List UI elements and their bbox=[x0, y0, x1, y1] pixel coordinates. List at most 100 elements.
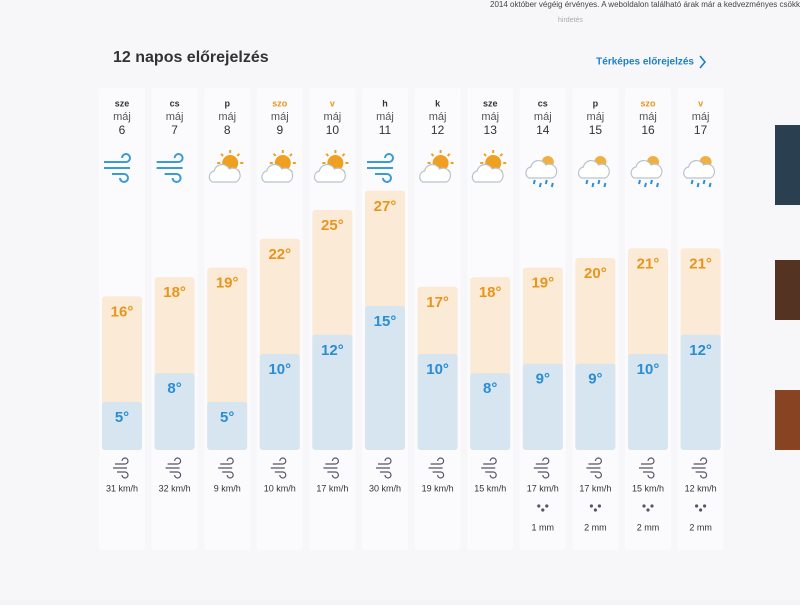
date: 6 bbox=[119, 123, 126, 137]
sun-ray bbox=[499, 153, 504, 157]
low-bar bbox=[365, 306, 405, 450]
cloud bbox=[577, 159, 610, 179]
weather-icon bbox=[630, 156, 663, 188]
low-label: 8° bbox=[167, 380, 181, 397]
day-name: k bbox=[435, 98, 441, 108]
wind-speed: 15 km/h bbox=[632, 483, 664, 493]
month: máj bbox=[324, 111, 342, 123]
date: 7 bbox=[171, 123, 178, 137]
high-label: 20° bbox=[584, 265, 607, 282]
month: máj bbox=[534, 111, 552, 123]
day-name: szo bbox=[272, 98, 288, 108]
wind-line bbox=[112, 173, 129, 183]
weather-icon bbox=[156, 153, 184, 183]
weather-icon bbox=[577, 156, 610, 188]
low-label: 9° bbox=[588, 371, 602, 388]
wind-icon bbox=[165, 457, 182, 479]
day-name: p bbox=[593, 98, 599, 108]
rain-drop bbox=[650, 179, 653, 185]
month: máj bbox=[587, 111, 605, 123]
sun-ray bbox=[220, 153, 224, 157]
wind-icon bbox=[533, 457, 550, 479]
rain-drop bbox=[708, 182, 712, 188]
rain-drop bbox=[644, 182, 647, 188]
month: máj bbox=[429, 111, 447, 123]
cloud bbox=[261, 163, 294, 183]
sun-ray bbox=[236, 153, 241, 157]
rain-drop bbox=[597, 179, 601, 185]
rain-drop bbox=[690, 179, 694, 185]
link-arrow[interactable] bbox=[699, 55, 707, 69]
date: 9 bbox=[276, 123, 283, 137]
high-label: 18° bbox=[163, 284, 186, 301]
low-bar bbox=[417, 354, 458, 450]
precip-icon bbox=[642, 504, 646, 508]
low-label: 12° bbox=[321, 342, 344, 359]
cloud bbox=[630, 159, 663, 179]
wind-line bbox=[156, 153, 184, 163]
low-bar bbox=[259, 354, 300, 450]
month: máj bbox=[271, 111, 289, 123]
ad-thumb bbox=[775, 260, 800, 320]
high-label: 19° bbox=[531, 275, 554, 292]
low-label: 5° bbox=[115, 409, 129, 426]
day-name: v bbox=[698, 98, 703, 108]
wind-speed: 12 km/h bbox=[685, 483, 717, 493]
precipitation: 2 mm bbox=[689, 522, 712, 532]
day-name: szo bbox=[640, 98, 656, 108]
date: 11 bbox=[379, 123, 392, 137]
day-name: sze bbox=[115, 98, 130, 108]
wind-speed: 31 km/h bbox=[106, 483, 138, 493]
cloud bbox=[419, 163, 452, 183]
weather-icon bbox=[683, 156, 716, 188]
low-bar bbox=[102, 402, 142, 450]
low-label: 10° bbox=[637, 361, 660, 378]
rain-drop bbox=[638, 179, 641, 185]
wind-speed: 17 km/h bbox=[579, 483, 611, 493]
low-bar bbox=[154, 373, 195, 450]
wind-speed: 15 km/h bbox=[474, 483, 506, 493]
high-label: 25° bbox=[321, 217, 344, 234]
weather-icon bbox=[471, 150, 507, 183]
weather-icon bbox=[208, 150, 244, 183]
rain-drop bbox=[538, 182, 542, 188]
low-label: 8° bbox=[483, 380, 497, 397]
wind-line bbox=[104, 153, 131, 163]
sun-ray bbox=[272, 153, 277, 157]
ad-thumb bbox=[775, 390, 800, 450]
rain-drop bbox=[544, 179, 548, 185]
wind-icon bbox=[270, 457, 287, 479]
rain-drop bbox=[550, 182, 554, 188]
rain-drop bbox=[585, 179, 589, 185]
high-label: 22° bbox=[268, 246, 291, 263]
low-bar bbox=[522, 363, 563, 450]
low-label: 10° bbox=[268, 361, 291, 378]
wind-speed: 9 km/h bbox=[214, 483, 241, 493]
wind-speed: 17 km/h bbox=[527, 483, 559, 493]
date: 16 bbox=[641, 123, 655, 137]
day-name: sze bbox=[483, 98, 498, 108]
month: máj bbox=[166, 111, 184, 123]
low-label: 5° bbox=[220, 409, 234, 426]
date: 13 bbox=[484, 123, 498, 137]
month: máj bbox=[376, 111, 394, 123]
wind-icon bbox=[586, 457, 602, 479]
cloud bbox=[208, 163, 241, 183]
rain-drop bbox=[702, 179, 706, 185]
map-link[interactable]: Térképes előrejelzés bbox=[596, 57, 694, 68]
precip-icon bbox=[699, 508, 703, 512]
cloud bbox=[525, 159, 558, 179]
low-label: 10° bbox=[426, 361, 449, 378]
date: 14 bbox=[536, 123, 550, 137]
high-label: 16° bbox=[111, 303, 134, 320]
wind-icon bbox=[428, 457, 445, 479]
wind-line bbox=[164, 173, 182, 183]
day-name: p bbox=[224, 98, 230, 108]
date: 8 bbox=[224, 123, 231, 137]
wind-speed: 10 km/h bbox=[264, 483, 296, 493]
date: 12 bbox=[431, 123, 445, 137]
cloud bbox=[471, 163, 504, 183]
sun-ray bbox=[446, 153, 451, 157]
low-bar bbox=[628, 354, 668, 450]
high-label: 21° bbox=[637, 255, 660, 272]
